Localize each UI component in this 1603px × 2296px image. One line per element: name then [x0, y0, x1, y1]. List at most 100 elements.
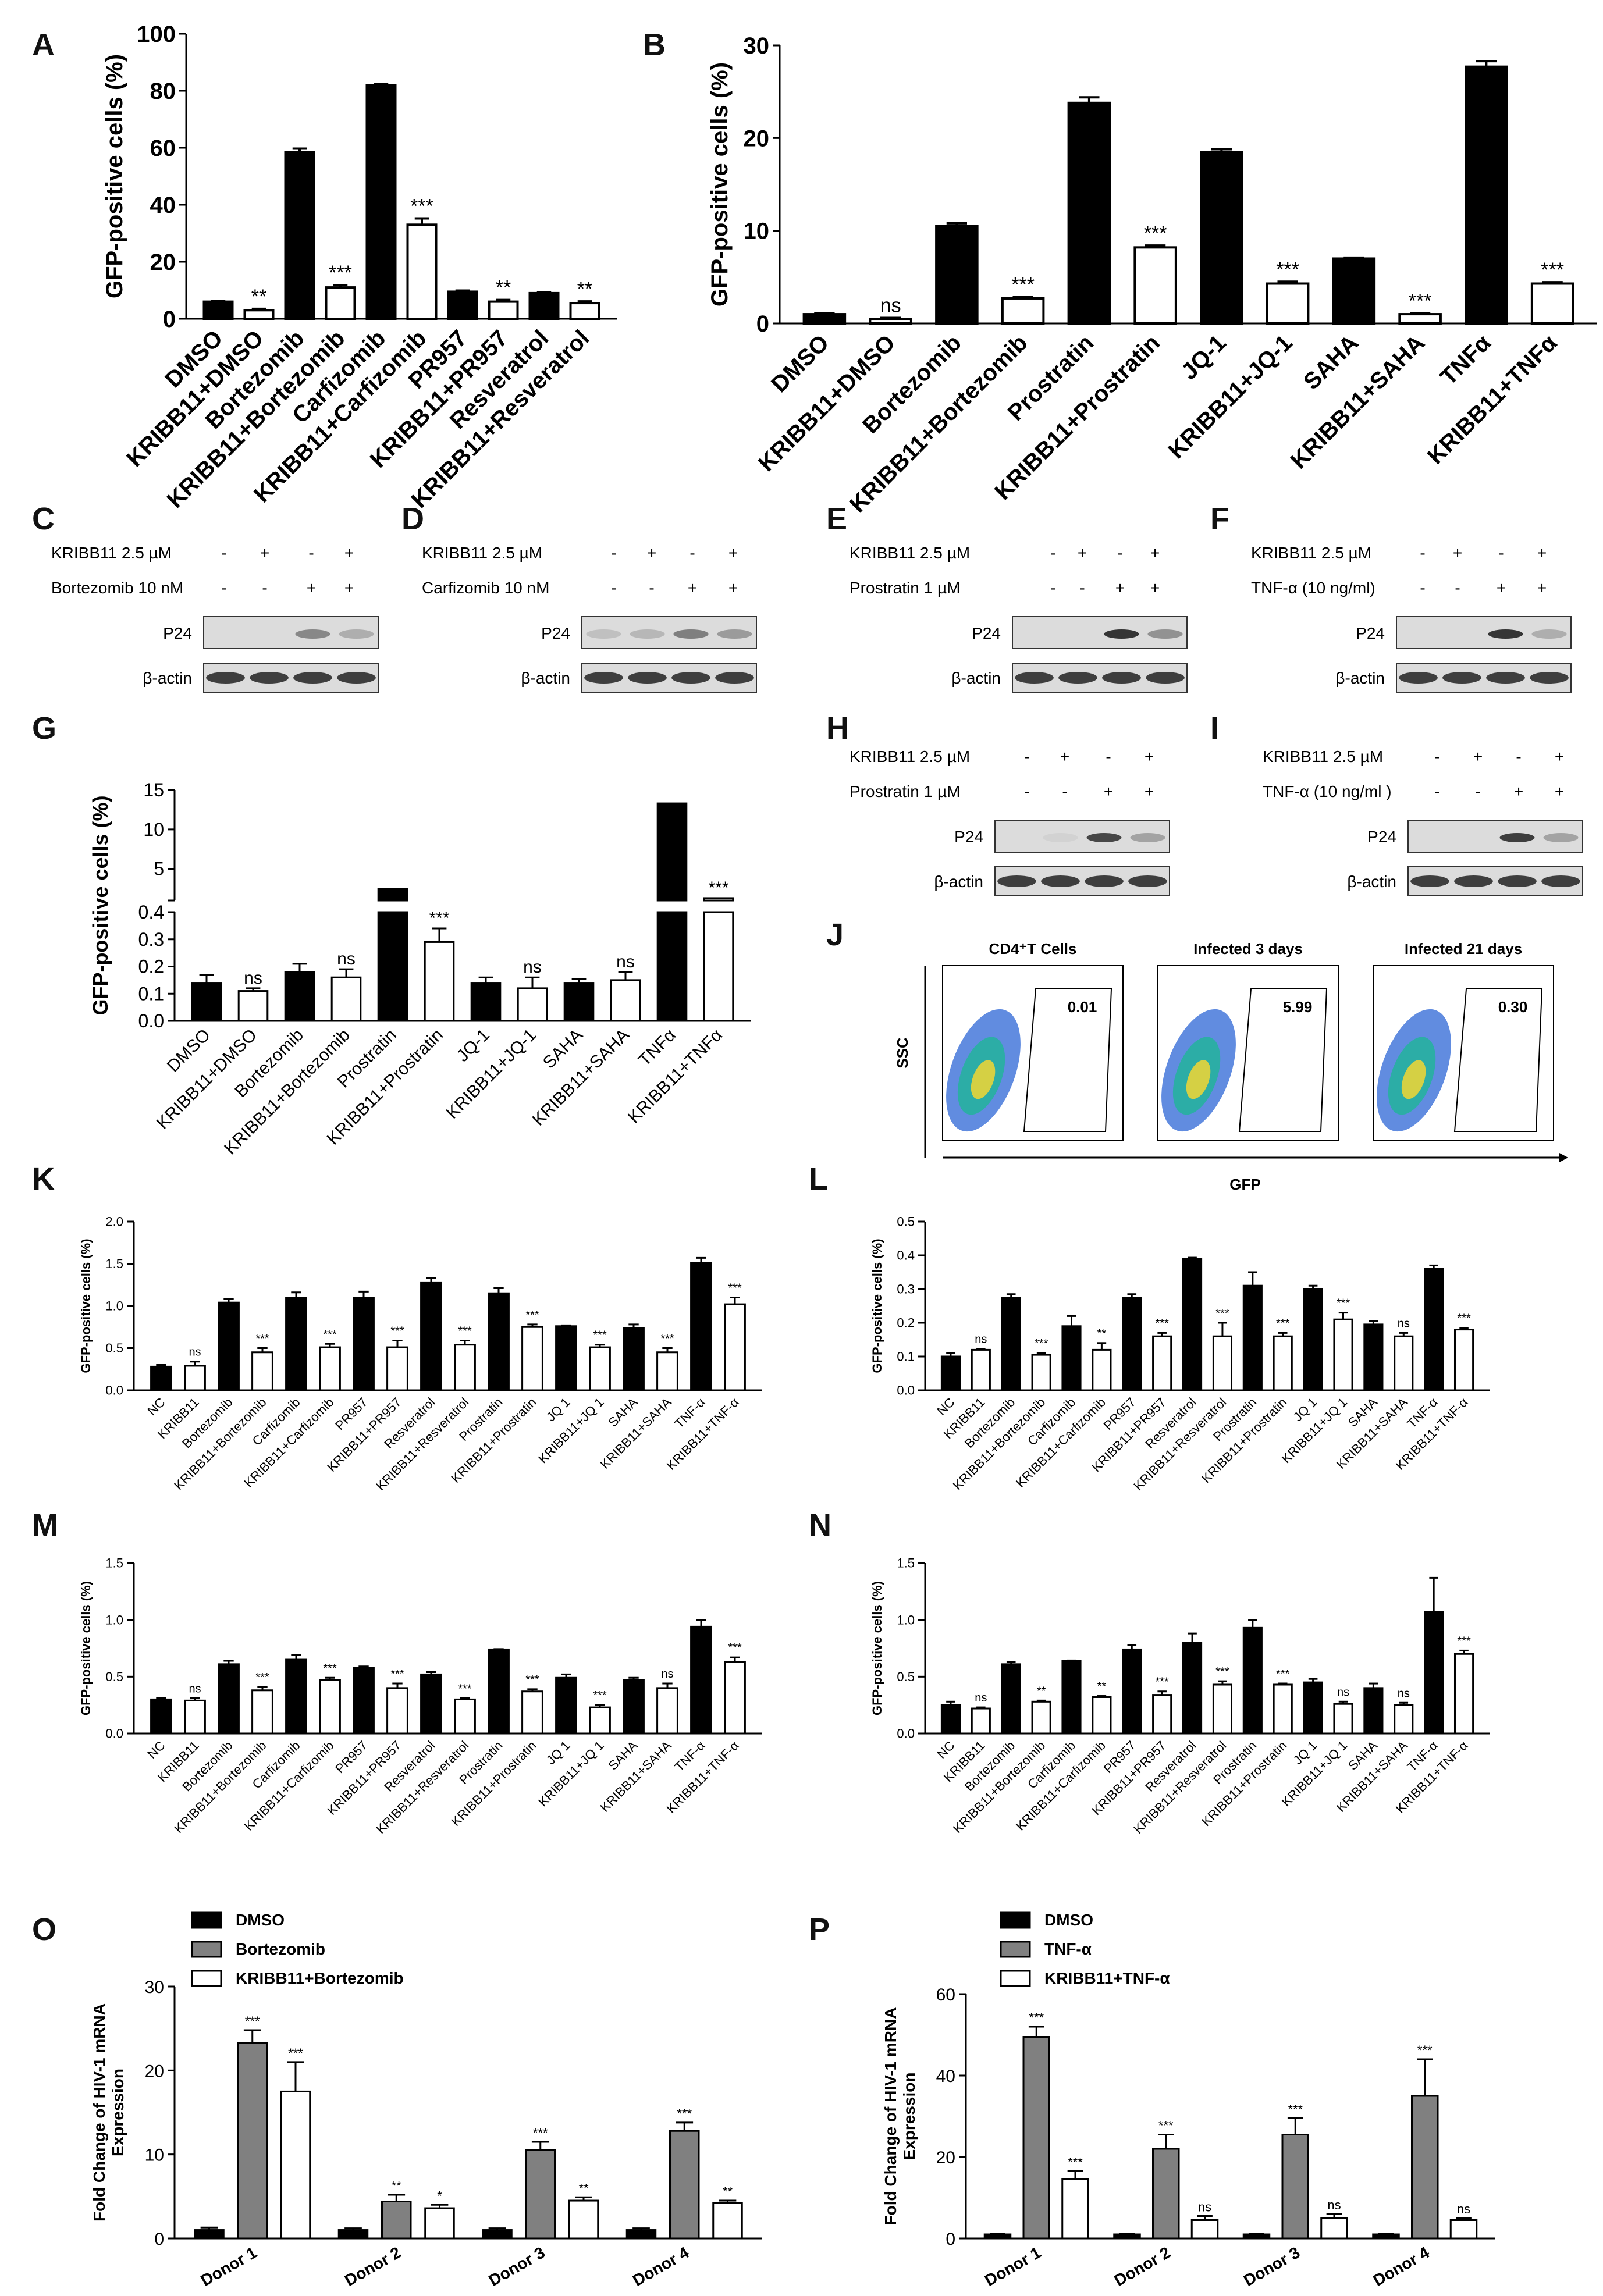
bar-l — [1394, 1335, 1414, 1391]
y-tick-label: 20 — [145, 2062, 164, 2081]
panel-letter-i: I — [1210, 711, 1219, 746]
significance-label: ** — [1097, 1327, 1107, 1340]
treatment-sign: - — [308, 544, 314, 562]
bar-k — [386, 1346, 408, 1391]
gate-polygon — [1238, 988, 1328, 1132]
bar-n — [1182, 1642, 1203, 1735]
bar-l — [1182, 1258, 1203, 1391]
y-tick-label: 0.0 — [105, 1727, 123, 1741]
treatment-sign: + — [1078, 544, 1087, 562]
panel-letter-h: H — [826, 711, 849, 746]
y-tick-label: 30 — [145, 1978, 164, 1997]
actin-band — [1146, 672, 1185, 684]
bar-b — [1530, 282, 1574, 325]
treatment-label: TNF-α (10 ng/ml) — [1251, 579, 1375, 597]
bar-m — [184, 1699, 206, 1735]
significance-label: *** — [288, 2046, 303, 2060]
significance-label: *** — [458, 1682, 472, 1695]
bar-a — [202, 300, 234, 320]
blot-p24 — [1012, 616, 1188, 649]
gate-value: 0.01 — [1068, 998, 1097, 1016]
bar-n — [1394, 1704, 1414, 1735]
actin-band — [1442, 672, 1481, 684]
treatment-sign: - — [1516, 747, 1521, 766]
bar-p — [1449, 2219, 1478, 2240]
category-label: Donor 1 — [982, 2243, 1044, 2290]
actin-band — [1530, 672, 1569, 684]
western-blot-e: KRIBB11 2.5 µM - + - + Prostratin 1 µM - - + + P24… — [850, 544, 1188, 693]
bar-o — [424, 2207, 455, 2240]
treatment-label: KRIBB11 2.5 µM — [51, 544, 172, 562]
actin-band — [1410, 875, 1449, 887]
y-tick-label-upper: 10 — [143, 819, 164, 840]
category-label: TNFα — [635, 1026, 680, 1070]
bar-m — [555, 1676, 577, 1735]
western-blot-h: KRIBB11 2.5 µM - + - + Prostratin 1 µM - - + + P24… — [850, 747, 1170, 896]
bar-p — [1190, 2219, 1219, 2240]
treatment-sign: + — [1115, 579, 1125, 597]
treatment-label: TNF-α (10 ng/ml ) — [1263, 782, 1392, 800]
legend-label: DMSO — [236, 1911, 285, 1929]
actin-band — [1128, 875, 1167, 887]
bar-n — [1061, 1660, 1082, 1735]
bar-k — [623, 1327, 645, 1391]
treatment-sign: + — [1537, 544, 1547, 562]
treatment-sign: - — [1024, 782, 1029, 800]
band-label: β-actin — [521, 669, 570, 687]
significance-label: *** — [1215, 1665, 1229, 1678]
y-tick-label-upper: 15 — [143, 779, 164, 800]
bar-g — [470, 982, 502, 1022]
y-tick-label: 2.0 — [105, 1215, 123, 1229]
bar-m — [150, 1698, 172, 1735]
significance-label: *** — [390, 1325, 404, 1337]
p24-band — [1104, 629, 1139, 639]
bar-o — [669, 2130, 700, 2240]
bar-k — [555, 1325, 577, 1391]
gfp-label: GFP — [1229, 1176, 1260, 1193]
legend-swatch — [1000, 1941, 1031, 1958]
significance-label: ** — [577, 278, 592, 300]
panel-letter-k: K — [32, 1162, 55, 1197]
panel-letter-b: B — [643, 27, 666, 62]
significance-label: ** — [723, 2184, 733, 2199]
significance-label: *** — [708, 878, 728, 898]
panel-letter-a: A — [32, 27, 55, 62]
treatment-sign: - — [649, 579, 654, 597]
treatment-sign: + — [344, 579, 354, 597]
treatment-sign: + — [1497, 579, 1506, 597]
y-tick-label: 0.3 — [138, 929, 164, 950]
bar-l — [1212, 1335, 1233, 1391]
y-axis-title: GFP-positive cells (%) — [102, 54, 127, 298]
chart-k: 0.0 0.5 1.0 1.5 2.0 GFP-positive cells (%) NC n… — [79, 1215, 762, 1493]
bar-o — [280, 2090, 311, 2240]
significance-label: ns — [1337, 1686, 1349, 1699]
treatment-sign: + — [1060, 747, 1069, 766]
axis-arrow — [1559, 1153, 1568, 1162]
category-label: KRIBB11+JQ-1 — [1164, 330, 1298, 464]
treatment-sign: + — [344, 544, 354, 562]
category-label: SAHA — [1299, 330, 1363, 394]
bar-n — [1453, 1653, 1474, 1735]
blot-p24 — [581, 616, 757, 649]
band-label: P24 — [1356, 624, 1385, 642]
band-label: P24 — [954, 828, 983, 846]
y-tick-label: 0.1 — [897, 1350, 915, 1364]
bar-p — [1411, 2095, 1439, 2240]
actin-band — [206, 672, 245, 684]
bar-g — [517, 987, 548, 1022]
bar-p — [1113, 2233, 1141, 2240]
treatment-sign: - — [1434, 782, 1439, 800]
actin-band — [293, 672, 332, 684]
bar-p — [1022, 2036, 1050, 2240]
treatment-sign: + — [1150, 579, 1160, 597]
y-tick-label: 0.0 — [105, 1383, 123, 1398]
bar-n — [1001, 1663, 1021, 1735]
treatment-sign: - — [1050, 579, 1055, 597]
treatment-sign: + — [1555, 782, 1564, 800]
bar-l — [1001, 1297, 1021, 1391]
y-tick-label: 10 — [145, 2146, 164, 2165]
bar-k — [724, 1303, 746, 1391]
bar-k — [589, 1346, 611, 1391]
